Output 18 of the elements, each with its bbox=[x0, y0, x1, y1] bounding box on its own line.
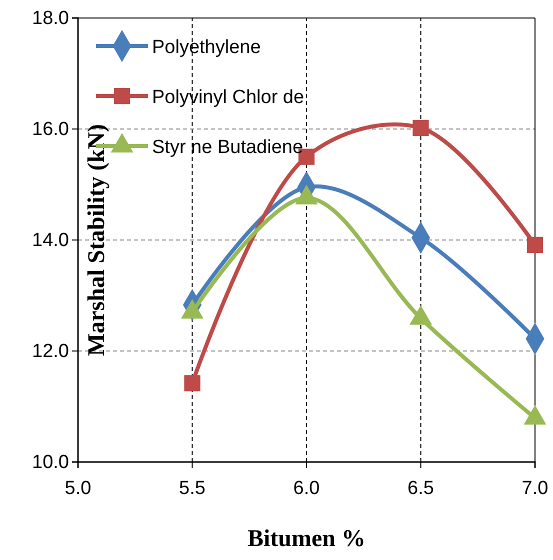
point bbox=[526, 236, 544, 254]
y-tick-label: 10.0 bbox=[32, 452, 69, 474]
y-tick-label: 16.0 bbox=[32, 119, 69, 140]
point bbox=[184, 375, 200, 392]
x-axis-title: Bitumen % bbox=[247, 526, 366, 552]
legend-label: Styr ne Butadiene bbox=[152, 137, 304, 158]
x-tick-label: 6.0 bbox=[293, 478, 320, 499]
y-tick-label: 18.0 bbox=[32, 8, 69, 30]
y-tick-label: 12.0 bbox=[32, 341, 69, 362]
y-tick-label: 14.0 bbox=[32, 230, 69, 252]
y-axis-title: Marshal Stability (kN) bbox=[84, 124, 110, 356]
legend-label: Polyvinyl Chlor de bbox=[152, 87, 304, 108]
x-tick-label: 7.0 bbox=[522, 478, 548, 499]
x-tick-label: 5.0 bbox=[64, 478, 92, 499]
point bbox=[412, 120, 429, 136]
legend-label: Polyethylene bbox=[152, 37, 261, 58]
x-tick-label: 5.5 bbox=[179, 478, 206, 499]
x-tick-label: 6.5 bbox=[408, 478, 434, 499]
